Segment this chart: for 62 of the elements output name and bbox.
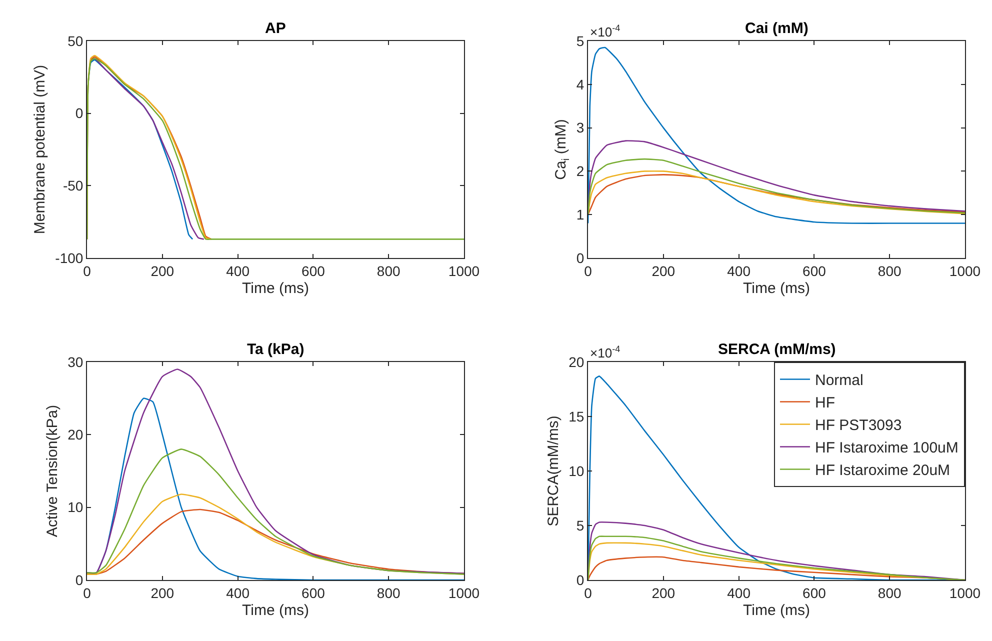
chart-title: SERCA (mM/ms) — [718, 341, 836, 358]
y-tick-label: 2 — [576, 163, 584, 180]
x-tick-label: 800 — [878, 262, 902, 279]
y-tick-label: 0 — [576, 572, 584, 588]
y-tick-label: 10 — [68, 499, 84, 516]
y-tick-label: -100 — [55, 250, 84, 266]
legend-label: HF Istaroxime 100uM — [815, 440, 958, 457]
y-tick-label: 0 — [576, 250, 584, 266]
line-series — [87, 58, 464, 240]
x-tick-label: 1000 — [448, 584, 480, 601]
x-tick-label: 600 — [802, 262, 826, 279]
x-tick-label: 400 — [226, 262, 250, 279]
legend-label: HF Istaroxime 20uM — [815, 462, 950, 480]
x-tick-label: 400 — [226, 584, 250, 601]
x-tick-label: 200 — [150, 584, 174, 601]
x-tick-label: 1000 — [949, 584, 981, 601]
line-series — [588, 158, 965, 216]
x-tick-label: 400 — [727, 584, 751, 601]
y-tick-label: 1 — [576, 206, 584, 222]
y-axis-title: SERCA(mM/ms) — [544, 416, 562, 526]
y-axis-title: Active Tension(kPa) — [44, 404, 61, 538]
text: ×10$^{-4}$ — [590, 344, 620, 360]
x-tick-label: 1000 — [949, 262, 981, 279]
y-tick-label: 50 — [68, 32, 84, 49]
x-tick-label: 200 — [652, 584, 676, 601]
x-axis-title: Time (ms) — [242, 602, 309, 619]
x-axis-title: Time (ms) — [242, 280, 309, 297]
x-tick-label: 800 — [376, 584, 400, 601]
y-tick-label: 15 — [568, 408, 584, 424]
legend-label: HF PST3093 — [815, 417, 902, 434]
y-tick-label: 0 — [75, 105, 84, 122]
y-tick-label: 3 — [576, 120, 584, 136]
line-series — [588, 521, 965, 580]
x-tick-label: 800 — [878, 584, 902, 601]
y-axis-title: Membrane potential (mV) — [31, 64, 48, 234]
y-tick-label: 10 — [568, 462, 584, 479]
y-tick-label: 4 — [576, 76, 584, 92]
x-tick-label: 200 — [652, 262, 676, 279]
legend-label: Normal — [815, 372, 864, 390]
x-tick-label: 600 — [302, 262, 326, 279]
x-tick-label: 600 — [302, 584, 326, 601]
chart-title: Ta (kPa) — [247, 341, 304, 358]
y-tick-label: 5 — [576, 32, 584, 49]
x-axis-title: Time (ms) — [743, 280, 810, 297]
text: ×10$^{-4}$ — [590, 23, 620, 40]
y-tick-label: 0 — [75, 572, 84, 588]
chart-title: Cai (mM) — [745, 20, 808, 37]
line-series — [87, 448, 464, 575]
x-axis-title: Time (ms) — [743, 602, 810, 619]
x-tick-label: 1000 — [448, 262, 480, 279]
chart-title: AP — [265, 20, 286, 37]
y-tick-label: 20 — [68, 426, 84, 443]
line-series — [588, 46, 965, 224]
x-tick-label: 600 — [802, 584, 826, 601]
y-tick-label: 20 — [568, 354, 584, 370]
y-tick-label: 5 — [576, 517, 584, 534]
y-tick-label: -50 — [62, 178, 84, 194]
legend-label: HF — [815, 394, 835, 412]
y-tick-label: 30 — [68, 354, 84, 370]
x-tick-label: 800 — [376, 262, 400, 279]
x-tick-label: 400 — [727, 262, 751, 279]
x-tick-label: 200 — [150, 262, 174, 279]
